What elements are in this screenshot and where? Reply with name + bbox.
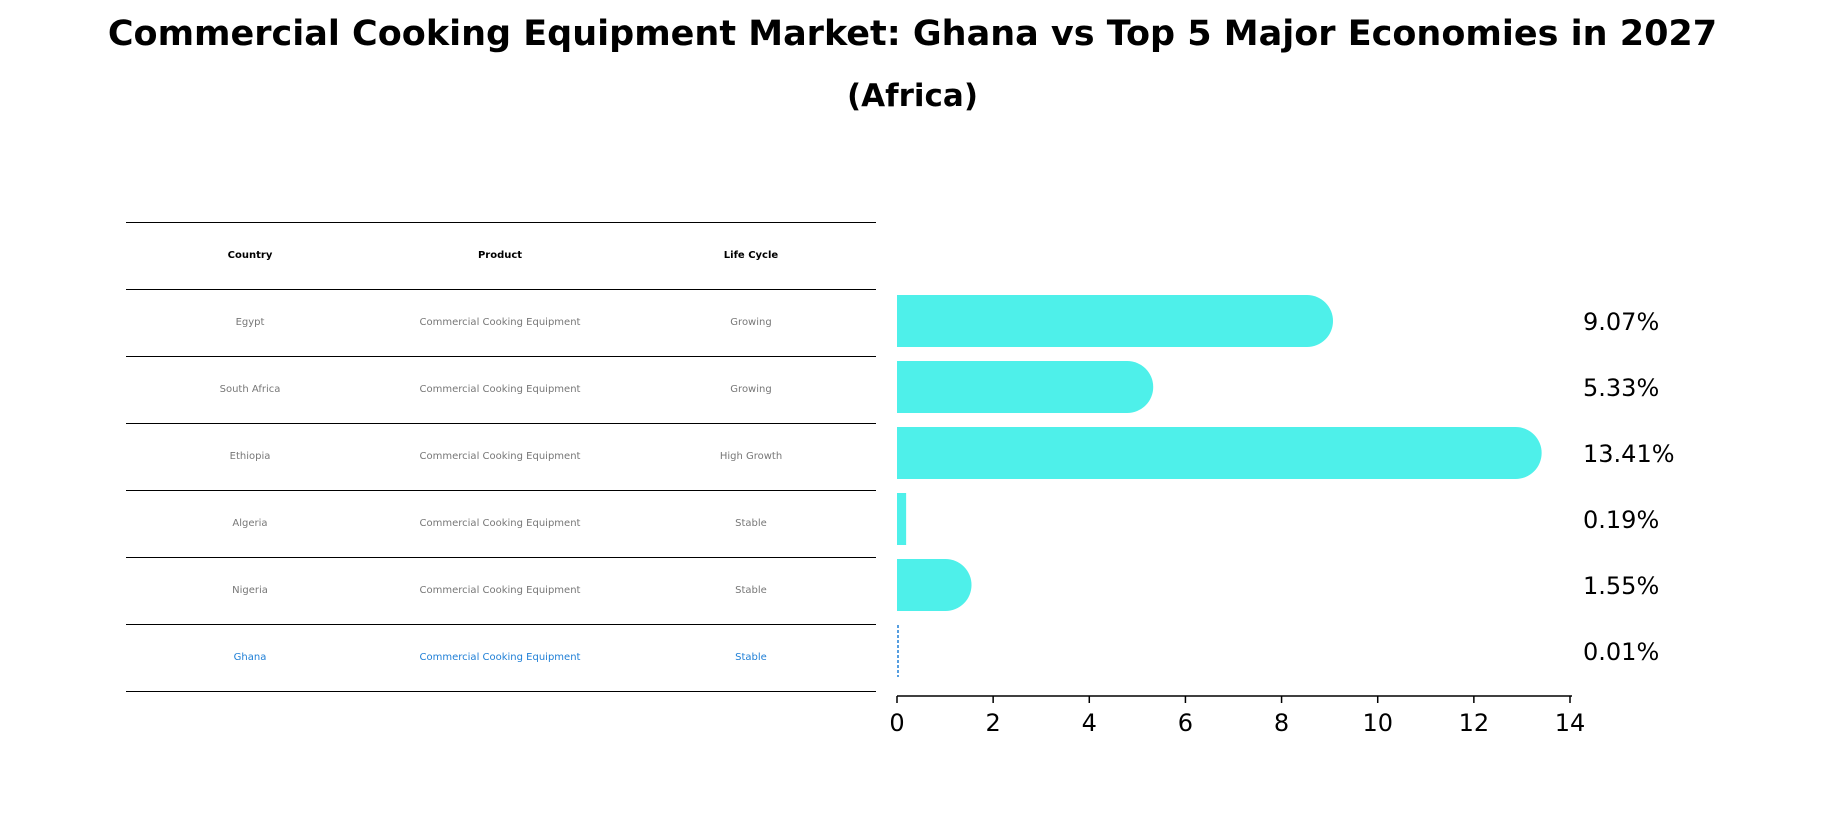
data-label-south-africa: 5.33% (1583, 374, 1659, 402)
table-row: Ethiopia Commercial Cooking Equipment Hi… (126, 423, 876, 490)
cell-country: Algeria (232, 518, 268, 529)
chart-subtitle: (Africa) (846, 78, 979, 114)
cell-country: Ghana (233, 652, 267, 663)
table-row: Egypt Commercial Cooking Equipment Growi… (126, 289, 876, 356)
data-label-ethiopia: 13.41% (1583, 440, 1675, 468)
table-row-highlighted: Ghana Commercial Cooking Equipment Stabl… (126, 624, 876, 692)
cell-country: Ethiopia (229, 451, 271, 462)
chart-title: Commercial Cooking Equipment Market: Gha… (107, 14, 1718, 54)
table-header-row: Country Product Life Cycle (126, 222, 876, 289)
data-label-algeria: 0.19% (1583, 506, 1659, 534)
cell-life-cycle: Growing (730, 384, 772, 395)
cell-life-cycle: Stable (735, 652, 767, 663)
table-row: Nigeria Commercial Cooking Equipment Sta… (126, 557, 876, 624)
header-country: Country (227, 250, 273, 261)
x-tick-label: 14 (1555, 709, 1586, 737)
bar-south-africa (897, 361, 1154, 413)
x-tick-label: 6 (1178, 709, 1193, 737)
cell-product: Commercial Cooking Equipment (419, 317, 581, 328)
cell-product: Commercial Cooking Equipment (419, 652, 581, 663)
data-label-egypt: 9.07% (1583, 308, 1659, 336)
bar-egypt (897, 295, 1334, 347)
x-tick-label: 0 (889, 709, 904, 737)
header-product: Product (477, 250, 523, 261)
cell-life-cycle: High Growth (719, 451, 783, 462)
bar-nigeria (897, 559, 972, 611)
cell-product: Commercial Cooking Equipment (419, 451, 581, 462)
data-label-nigeria: 1.55% (1583, 572, 1659, 600)
cell-product: Commercial Cooking Equipment (419, 518, 581, 529)
cell-life-cycle: Stable (735, 518, 767, 529)
cell-product: Commercial Cooking Equipment (419, 384, 581, 395)
cell-life-cycle: Stable (735, 585, 767, 596)
data-label-ghana: 0.01% (1583, 638, 1659, 666)
x-tick-label: 2 (986, 709, 1001, 737)
cell-product: Commercial Cooking Equipment (419, 585, 581, 596)
header-life-cycle: Life Cycle (723, 250, 779, 261)
x-tick-label: 12 (1459, 709, 1490, 737)
bar-algeria (897, 493, 907, 545)
cell-country: Nigeria (232, 585, 268, 596)
x-tick-label: 10 (1362, 709, 1393, 737)
x-tick-label: 4 (1082, 709, 1097, 737)
cell-country: South Africa (219, 384, 281, 395)
bar-ethiopia (897, 427, 1542, 479)
data-table: Country Product Life Cycle Egypt Commerc… (126, 222, 876, 692)
x-tick-label: 8 (1274, 709, 1289, 737)
cell-life-cycle: Growing (730, 317, 772, 328)
table-row: Algeria Commercial Cooking Equipment Sta… (126, 490, 876, 557)
table-row: South Africa Commercial Cooking Equipmen… (126, 356, 876, 423)
cell-country: Egypt (235, 317, 265, 328)
